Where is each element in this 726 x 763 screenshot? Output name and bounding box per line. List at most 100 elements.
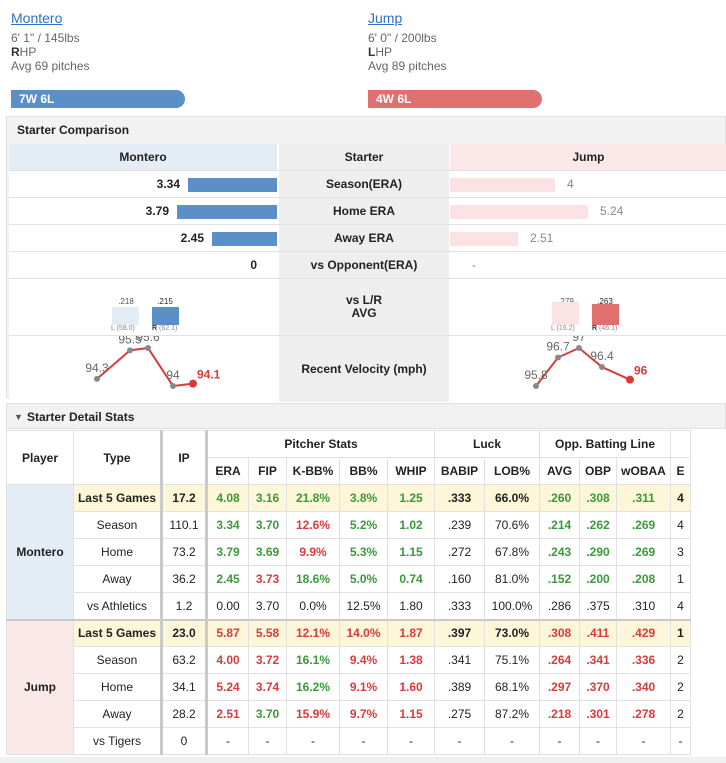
stat-cell: .301 [579,700,617,728]
velocity-label-value: 95.5 [118,336,142,346]
stat-cell: 1.02 [387,511,435,539]
stat-cell: 3.69 [248,538,287,566]
stat-cell: - [670,727,691,755]
right-lr-chart: .279 .263 L (16.2) R (46.1) [450,279,726,335]
right-velocity-chart: 95.8 96.7 97 96.4 96 [450,336,726,402]
col-header-bb-[interactable]: BB% [339,457,388,485]
comparison-left-value: 3.34 [156,177,180,191]
left-lr-chart: .218 .215 L (58.0) R (62.1) [9,279,277,335]
velocity-label-value: 95.6 [136,336,160,344]
stat-cell: - [434,727,485,755]
stat-cell: 9.1% [339,673,388,701]
comparison-left-value: 2.45 [180,231,204,245]
stat-cell: 1.2 [161,592,208,620]
stat-cell: .397 [434,618,485,647]
table-row: Jump Last 5 Games 23.0 5.87 5.58 12.1% 14.0% 1.… [6,618,691,755]
table-row: vs Athletics 1.2 0.00 3.70 0.0% 12.5% 1.80.333… [7,592,691,620]
stat-cell: 75.1% [484,646,540,674]
lr-right-bar [152,307,179,325]
velocity-point [533,383,539,389]
right-pitcher-info: Jump 6' 0" / 200lbs LHP Avg 89 pitches [368,10,447,73]
stat-cell: 3 [670,538,691,566]
table-row: Home 73.2 3.79 3.69 9.9% 5.3% 1.15.272 67.8% .24… [7,538,691,566]
stat-cell: .429 [616,618,671,647]
stat-cell: 1 [670,618,691,647]
right-pitcher-avg-pitches: Avg 89 pitches [368,59,447,73]
velocity-label-value: 96.7 [546,340,570,354]
comparison-header-right: Jump [450,144,726,170]
type-cell: Season [73,646,163,674]
comparison-left-bar [188,178,277,192]
velocity-point [189,379,197,388]
lr-left-avg: .279 [551,297,581,306]
velocity-line [535,346,631,387]
comparison-left-cell: 2.45 [9,225,277,251]
left-pitcher-name-link[interactable]: Montero [11,10,63,26]
comparison-right-bar [450,232,518,246]
col-header-ip: IP [161,430,208,485]
col-header-wobaa[interactable]: wOBAA [616,457,671,485]
comparison-left-cell: 3.79 [9,198,277,224]
velocity-point [576,345,582,351]
stat-cell: 5.87 [206,618,249,647]
stat-cell: .340 [616,673,671,701]
col-header-whip[interactable]: WHIP [387,457,435,485]
stat-cell: 12.1% [286,618,340,647]
comparison-right-value: 5.24 [600,204,624,218]
lr-label-line2: AVG [351,306,377,320]
comparison-right-value: - [472,258,476,272]
stat-cell: 3.70 [248,592,287,620]
col-header-fip[interactable]: FIP [248,457,287,485]
stat-cell: - [539,727,580,755]
velocity-label-value: 97 [572,336,586,344]
velocity-label-value: 94 [166,368,180,382]
lr-right-label: R (46.1) [592,325,618,332]
table-row: Season 110.1 3.34 3.70 12.6% 5.2% 1.02.239 70.6… [7,511,691,539]
comparison-right-cell: 4 [450,171,726,197]
stat-cell: 1.60 [387,673,435,701]
col-header-era[interactable]: ERA [206,457,249,485]
right-pitcher-record-badge: 4W 6L [368,90,542,108]
comparison-left-bar [177,205,277,219]
comparison-header-left: Montero [9,144,277,170]
right-pitcher-height-weight: 6' 0" / 200lbs [368,31,437,45]
stat-cell: 66.0% [484,484,540,512]
stat-cell: .264 [539,646,580,674]
comparison-row: 2.45 Away ERA 2.51 [9,225,726,252]
stat-cell: 5.3% [339,538,388,566]
col-header-k-bb-[interactable]: K-BB% [286,457,340,485]
left-pitcher-info: Montero 6' 1" / 145lbs RHP Avg 69 pitche… [11,10,90,73]
stat-cell: 4 [670,484,691,512]
left-pitcher-record-badge: 7W 6L [11,90,185,108]
comparison-right-value: 2.51 [530,231,554,245]
lr-label: vs L/R AVG [279,279,449,335]
comparison-right-value: 4 [567,177,574,191]
left-velocity-chart: 94.3 95.5 95.6 94 94.1 [9,336,277,402]
lr-left-label: L (58.0) [111,325,135,332]
table-row: vs Tigers 0- - - - - - - - - - - [7,727,691,755]
stat-cell: .214 [539,511,580,539]
starter-detail-section-header[interactable]: ▼ Starter Detail Stats [6,403,726,429]
type-cell: vs Athletics [73,592,163,620]
col-header-lob-[interactable]: LOB% [484,457,540,485]
col-header-avg[interactable]: AVG [539,457,580,485]
comparison-row-label: Away ERA [279,225,449,251]
stat-cell: 1.15 [387,700,435,728]
col-header-babip[interactable]: BABIP [434,457,485,485]
stat-cell: .310 [616,592,671,620]
stat-cell: .375 [579,592,617,620]
collapse-triangle-icon[interactable]: ▼ [14,412,23,422]
stat-cell: 9.4% [339,646,388,674]
stat-cell: 67.8% [484,538,540,566]
col-header-e[interactable]: E [670,457,691,485]
stat-cell: 2.45 [206,565,249,593]
col-header-obp[interactable]: OBP [579,457,617,485]
velocity-point [555,354,561,361]
stat-cell: 3.70 [248,700,287,728]
lr-label-line1: vs L/R [345,293,382,307]
type-cell: Away [73,565,163,593]
stat-cell: 15.9% [286,700,340,728]
right-pitcher-name-link[interactable]: Jump [368,10,403,26]
stat-cell: 36.2 [161,565,208,593]
stat-cell: 12.6% [286,511,340,539]
